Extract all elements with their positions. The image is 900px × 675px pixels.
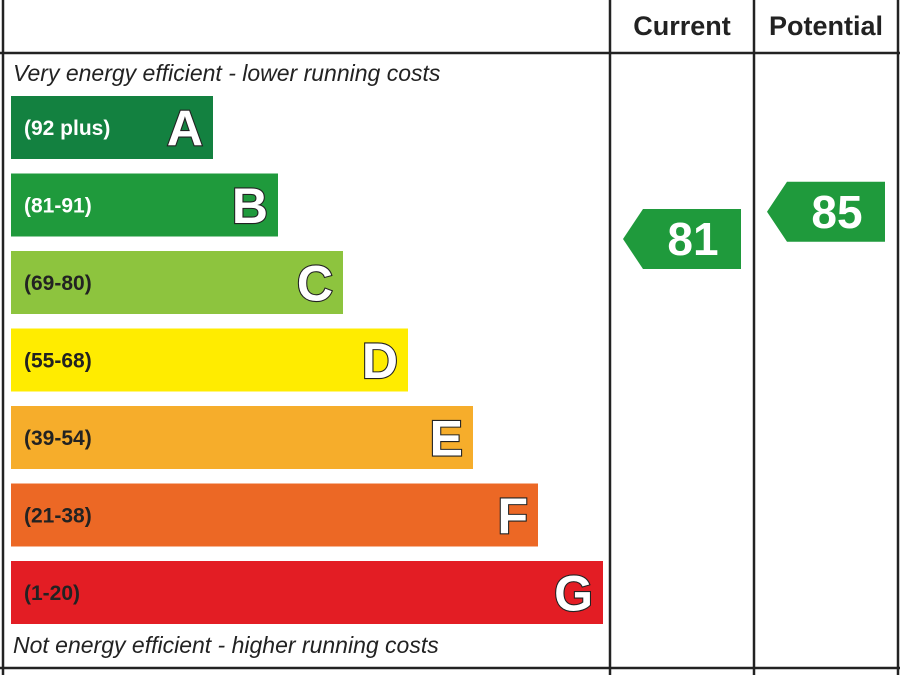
potential-rating: 85 xyxy=(767,181,885,242)
band-g-range: (1-20) xyxy=(24,582,80,605)
band-d-letter: D xyxy=(362,333,398,389)
band-f-letter: F xyxy=(497,488,528,544)
band-g-letter: G xyxy=(554,566,593,622)
band-b-range: (81-91) xyxy=(24,195,92,218)
current-rating: 81 xyxy=(623,209,741,269)
current-rating-value: 81 xyxy=(667,213,718,265)
band-d-bar xyxy=(11,328,408,392)
band-f-bar xyxy=(11,483,538,547)
band-b: (81-91) B xyxy=(11,173,278,237)
rating-bands: (92 plus) A (81-91) B (69-80) C (55-68) D (39-54… xyxy=(11,96,603,624)
band-a-range: (92 plus) xyxy=(24,117,110,140)
rating-indicators: 81 85 xyxy=(623,181,885,269)
band-e-bar xyxy=(11,406,473,469)
potential-column-header: Potential xyxy=(769,11,883,41)
band-d-range: (55-68) xyxy=(24,350,92,373)
band-b-bar xyxy=(11,173,278,237)
current-rating-arrow xyxy=(623,209,741,269)
current-column-header: Current xyxy=(633,11,731,41)
top-efficiency-note: Very energy efficient - lower running co… xyxy=(13,60,441,86)
band-g-bar xyxy=(11,561,603,624)
band-f: (21-38) F xyxy=(11,483,538,547)
band-e: (39-54) E xyxy=(11,406,473,469)
band-g: (1-20) G xyxy=(11,561,603,624)
band-a: (92 plus) A xyxy=(11,96,213,159)
potential-rating-arrow xyxy=(767,181,885,242)
band-b-letter: B xyxy=(232,178,268,234)
band-c-letter: C xyxy=(297,256,333,312)
band-f-range: (21-38) xyxy=(24,505,92,528)
band-c-bar xyxy=(11,251,343,314)
band-c-range: (69-80) xyxy=(24,272,92,295)
band-e-letter: E xyxy=(430,411,463,467)
band-a-bar xyxy=(11,96,213,159)
band-e-range: (39-54) xyxy=(24,427,92,450)
band-c: (69-80) C xyxy=(11,251,343,314)
bottom-efficiency-note: Not energy efficient - higher running co… xyxy=(13,632,439,658)
band-d: (55-68) D xyxy=(11,328,408,392)
potential-rating-value: 85 xyxy=(811,186,862,238)
band-a-letter: A xyxy=(167,101,203,157)
